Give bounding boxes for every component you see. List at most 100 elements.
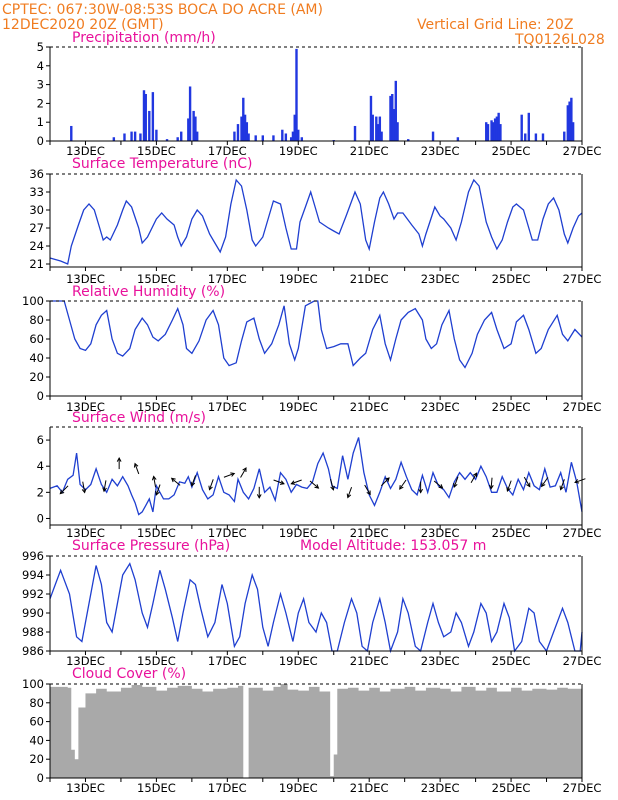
y-tick-label-temp: 21 <box>29 257 44 271</box>
wind-arrow <box>330 479 335 491</box>
x-tick-label-cloud: 27DEC <box>563 781 602 795</box>
wind-arrow-shaft <box>59 485 69 494</box>
precip-bar <box>486 124 490 141</box>
y-tick-label-rh: 20 <box>29 370 44 384</box>
x-tick-label-cloud: 23DEC <box>421 781 460 795</box>
wind-arrow-shaft <box>433 480 443 489</box>
wind-arrow <box>190 475 196 487</box>
x-tick-label-temp: 13DEC <box>66 272 105 286</box>
panel-wind: Surface Wind (m/s) <box>46 410 586 529</box>
y-tick-label-temp: 36 <box>29 167 44 181</box>
x-tick-label-wind: 21DEC <box>350 526 389 540</box>
header-grid-note: Vertical Grid Line: 20Z <box>417 17 574 33</box>
y-tick-label-wind: 6 <box>37 433 44 447</box>
y-tick-label-wind: 2 <box>37 485 44 499</box>
wind-arrow <box>346 486 353 499</box>
precip-bar <box>524 133 527 141</box>
wind-arrow-head <box>574 479 580 484</box>
series-line-wind <box>49 437 583 516</box>
wind-arrow-head <box>330 485 335 491</box>
y-tick-label-precip: 0 <box>37 134 44 148</box>
panel-title-pressure: Surface Pressure (hPa) <box>72 538 230 554</box>
precip-bar <box>456 137 460 141</box>
precip-bar <box>520 114 523 141</box>
wind-arrow <box>273 479 285 485</box>
wind-arrow-head <box>151 475 157 481</box>
precip-bar <box>375 116 378 141</box>
wind-arrow-head <box>559 485 564 491</box>
precip-bar <box>236 124 240 141</box>
precip-bar <box>499 124 502 141</box>
y-tick-label-pressure: 992 <box>22 587 44 601</box>
x-tick-label-precip: 25DEC <box>492 144 531 158</box>
precip-bar <box>570 97 573 141</box>
wind-arrow-shaft <box>291 479 302 485</box>
panel-title-cloud: Cloud Cover (%) <box>72 666 186 682</box>
precip-bar <box>369 95 373 141</box>
wind-arrow-head <box>438 484 444 489</box>
wind-arrow <box>208 479 214 491</box>
x-tick-label-precip: 21DEC <box>350 144 389 158</box>
panel-temp: Surface Temperature (nC) <box>46 156 583 271</box>
precip-bar <box>391 94 394 141</box>
wind-arrow-shaft <box>171 477 181 486</box>
wind-arrow <box>506 480 512 492</box>
x-tick-label-cloud: 15DEC <box>137 781 176 795</box>
wind-arrow <box>133 462 140 475</box>
wind-arrow <box>155 484 161 496</box>
precip-bar <box>527 112 530 141</box>
wind-arrow-shaft <box>506 480 512 492</box>
x-tick-label-wind: 23DEC <box>421 526 460 540</box>
header-run-time: 12DEC2020 20Z (GMT) <box>2 17 164 33</box>
y-tick-label-temp: 30 <box>29 203 44 217</box>
precip-bar <box>376 124 380 141</box>
x-tick-label-cloud: 13DEC <box>66 781 105 795</box>
y-tick-label-pressure: 994 <box>22 568 44 582</box>
wind-arrow-shaft <box>490 477 493 489</box>
y-tick-label-precip: 3 <box>37 78 44 92</box>
wind-arrow-shaft <box>574 478 586 483</box>
wind-arrow-shaft <box>191 475 196 486</box>
y-tick-label-rh: 40 <box>29 351 44 365</box>
wind-arrow-shaft <box>380 477 390 487</box>
precip-bar <box>245 122 249 141</box>
wind-arrow <box>559 479 565 491</box>
x-tick-label-cloud: 19DEC <box>279 781 318 795</box>
precip-bar <box>187 118 190 141</box>
wind-arrow <box>170 477 181 486</box>
wind-arrow-head <box>314 484 320 489</box>
x-tick-label-pressure: 17DEC <box>208 654 247 668</box>
precip-bar <box>261 135 264 141</box>
wind-arrow <box>433 480 444 489</box>
wind-arrow-head <box>290 480 296 485</box>
x-tick-label-temp: 27DEC <box>563 272 602 286</box>
x-tick-label-temp: 15DEC <box>137 272 176 286</box>
x-tick-label-precip: 23DEC <box>421 144 460 158</box>
wind-arrow-head <box>133 462 139 468</box>
precip-bar <box>493 118 497 141</box>
wind-arrow-head <box>346 493 352 499</box>
precip-bar <box>188 86 192 141</box>
wind-arrow-head <box>366 490 371 496</box>
precip-bar <box>243 114 247 141</box>
precip-bar <box>165 139 169 141</box>
precip-bar <box>295 48 298 141</box>
precip-bar <box>563 131 566 141</box>
wind-arrow-head <box>190 481 196 487</box>
precip-bar <box>240 116 243 141</box>
wind-arrow-shaft <box>82 481 86 493</box>
wind-arrow <box>470 472 478 483</box>
x-tick-label-pressure: 19DEC <box>279 654 318 668</box>
precip-bar <box>233 131 236 141</box>
wind-arrow-shaft <box>560 479 565 490</box>
wind-arrow <box>489 477 494 490</box>
y-tick-label-rh: 80 <box>29 313 44 327</box>
wind-arrow-shaft <box>541 477 549 487</box>
precip-bar <box>492 122 495 141</box>
precip-bar <box>571 122 575 141</box>
x-tick-label-pressure: 27DEC <box>563 654 602 668</box>
precip-bar <box>485 122 488 141</box>
wind-arrow-shaft <box>223 472 235 478</box>
wind-arrow-head <box>116 457 122 462</box>
series-line-pressure <box>49 562 583 654</box>
